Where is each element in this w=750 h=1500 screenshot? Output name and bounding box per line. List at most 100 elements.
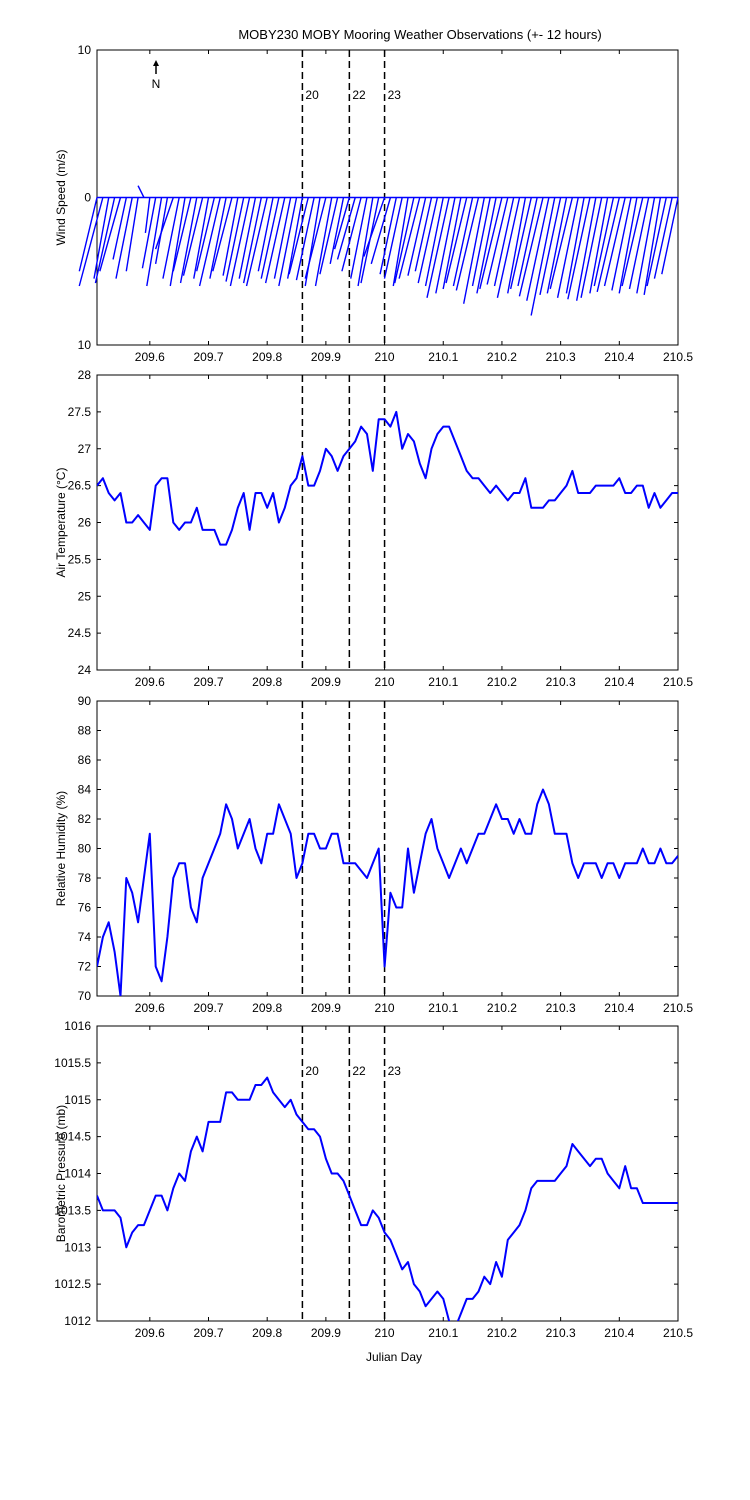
wind-vector: [589, 197, 609, 294]
y-tick-label: 82: [78, 812, 92, 826]
y-tick-label: 1015: [64, 1093, 91, 1107]
x-tick-label: 210.1: [428, 1001, 458, 1015]
wind-vector: [517, 197, 538, 287]
x-tick-label: 210.1: [428, 1326, 458, 1340]
x-tick-label: 210.2: [487, 350, 517, 364]
wind-vector: [195, 197, 216, 272]
y-tick-label: 88: [78, 724, 92, 738]
wind-vector: [603, 197, 626, 287]
event-label-20: 20: [305, 1064, 319, 1078]
y-tick-label: 26: [78, 516, 92, 530]
wind-vector: [193, 197, 210, 279]
wind-vector: [288, 197, 309, 275]
wind-vector: [518, 197, 544, 297]
wind-vector: [509, 197, 532, 290]
x-tick-label: 210.3: [546, 675, 576, 689]
wind-vector: [575, 197, 597, 301]
wind-vector: [379, 197, 397, 275]
wind-vector: [137, 185, 145, 198]
wind-vector: [350, 197, 368, 279]
wind-vector: [580, 197, 603, 298]
wind-vector: [526, 197, 550, 301]
x-tick-label: 209.7: [193, 675, 223, 689]
wind-vector: [329, 197, 345, 265]
x-tick-label: 209.6: [135, 1326, 165, 1340]
x-tick-label: 209.7: [193, 1001, 223, 1015]
wind-vector: [357, 197, 374, 287]
wind-vector: [424, 197, 444, 287]
wind-vector: [549, 197, 574, 290]
y-tick-label: 86: [78, 753, 92, 767]
y-axis-label: Air Temperature (°C): [54, 468, 68, 578]
x-tick-label: 210: [375, 350, 395, 364]
wind-vector: [621, 197, 644, 287]
wind-vector: [182, 197, 204, 276]
x-tick-label: 209.7: [193, 350, 223, 364]
x-axis-label: Julian Day: [366, 1350, 422, 1364]
x-tick-label: 209.8: [252, 350, 282, 364]
wind-vector: [295, 197, 315, 281]
x-tick-label: 209.7: [193, 1326, 223, 1340]
x-tick-label: 210.3: [546, 1001, 576, 1015]
series-line: [97, 788, 678, 996]
x-tick-label: 210.5: [663, 350, 693, 364]
y-tick-label: 28: [78, 368, 92, 382]
wind-vector: [245, 197, 268, 287]
wind-vector: [426, 197, 450, 298]
wind-vector: [507, 197, 527, 294]
wind-vector: [643, 197, 662, 295]
wind-vector: [209, 197, 227, 279]
y-tick-label: 72: [78, 960, 92, 974]
wind-vector: [125, 197, 139, 272]
y-tick-label: 74: [78, 930, 92, 944]
y-tick-label: 1012.5: [54, 1277, 91, 1291]
wind-vector: [146, 197, 163, 287]
north-label: N: [152, 77, 161, 91]
y-tick-label: 25: [78, 589, 92, 603]
x-tick-label: 209.9: [311, 1001, 341, 1015]
wind-vector: [169, 197, 186, 287]
wind-vector: [78, 197, 104, 287]
wind-vector: [304, 197, 327, 279]
x-tick-label: 210.1: [428, 675, 458, 689]
x-tick-label: 210.4: [604, 675, 634, 689]
y-tick-label: 76: [78, 901, 92, 915]
wind-vector: [486, 197, 509, 285]
wind-vector: [565, 197, 585, 294]
x-tick-label: 209.9: [311, 675, 341, 689]
x-tick-label: 210: [375, 675, 395, 689]
x-tick-label: 210.2: [487, 1326, 517, 1340]
wind-vector: [212, 197, 233, 272]
wind-vector: [394, 197, 415, 284]
y-tick-label: 26.5: [68, 479, 92, 493]
x-tick-label: 209.8: [252, 1326, 282, 1340]
y-tick-label: 1016: [64, 1019, 91, 1033]
wind-vector: [112, 197, 128, 260]
x-tick-label: 210: [375, 1326, 395, 1340]
chart-panel-4: 209.6 209.7 209.8 209.9 210 210.1 210.2 210.3 21…: [54, 1019, 693, 1340]
x-tick-label: 210.4: [604, 350, 634, 364]
series-line: [97, 410, 678, 546]
x-tick-label: 210: [375, 1001, 395, 1015]
wind-vector: [530, 197, 556, 316]
axes-frame: [96, 700, 679, 997]
wind-vector: [273, 197, 292, 279]
wind-vector: [476, 197, 497, 294]
wind-vector: [479, 197, 503, 290]
chart-panel-3: 209.6 209.7 209.8 209.9 210 210.1 210.2 210.3 21…: [54, 694, 693, 1015]
y-tick-label: 80: [78, 842, 92, 856]
wind-vector: [257, 197, 274, 272]
x-tick-label: 210.4: [604, 1326, 634, 1340]
wind-vector: [556, 197, 579, 298]
wind-vector: [94, 197, 116, 284]
wind-vector: [314, 197, 333, 287]
wind-vector: [78, 197, 98, 272]
y-axis-label: Barometric Pressure (mb): [54, 1105, 68, 1242]
x-tick-label: 210.4: [604, 1001, 634, 1015]
wind-vector: [115, 197, 133, 279]
wind-vector: [546, 197, 568, 294]
wind-vector: [596, 197, 620, 293]
wind-vector: [172, 197, 192, 272]
y-tick-label: 1013.5: [54, 1203, 91, 1217]
